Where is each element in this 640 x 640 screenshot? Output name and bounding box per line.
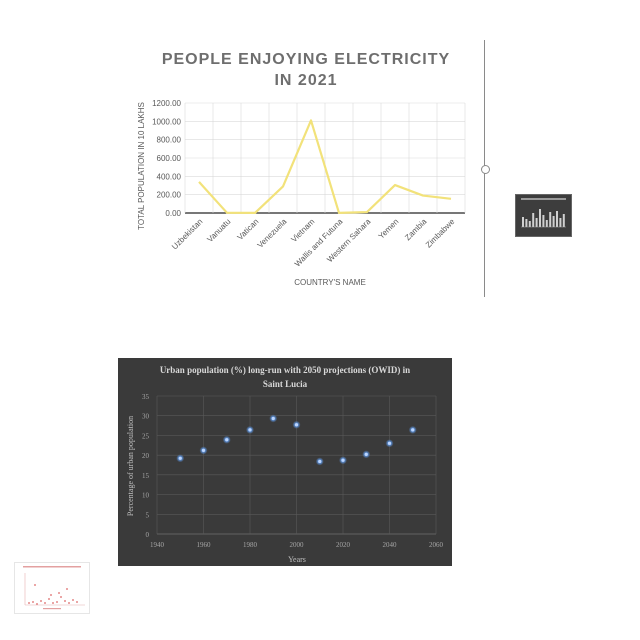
data-line — [198, 119, 452, 215]
y-tick-label: 15 — [142, 472, 150, 480]
y-tick-label: 20 — [142, 452, 150, 460]
y-axis-label: TOTAL POPULATION IN 10 LAKHS — [137, 102, 146, 230]
thumbnail-bar — [552, 216, 555, 227]
y-tick-labels: 0 5 10 15 20 25 30 35 — [142, 393, 150, 539]
y-tick-label: 400.00 — [157, 172, 182, 181]
x-tick-label: 2060 — [429, 541, 444, 549]
y-tick-labels: 0.00 200.00 400.00 600.00 800.00 1000.00 1200.… — [152, 99, 181, 218]
x-tick-label: 2040 — [383, 541, 398, 549]
thumbnail-dot — [48, 598, 50, 600]
thumbnail-dot — [36, 603, 38, 605]
thumbnail-bar — [528, 221, 531, 227]
thumbnail-bar — [539, 209, 541, 227]
thumbnail-dot — [28, 602, 30, 604]
thumbnail-bar — [545, 220, 548, 227]
urban-population-chart-svg: Urban population (%) long-run with 2050 … — [126, 365, 444, 564]
y-tick-label: 0 — [146, 531, 150, 539]
y-tick-label: 35 — [142, 393, 150, 401]
y-tick-label: 10 — [142, 492, 150, 500]
thumbnail-dot — [52, 602, 54, 604]
x-tick-labels: 1940 1960 1980 2000 2020 2040 2060 — [150, 541, 444, 549]
thumbnail-dot — [72, 599, 74, 601]
x-tick-label: 1980 — [243, 541, 258, 549]
chart-title: Urban population (%) long-run with 2050 … — [160, 365, 410, 375]
grid — [184, 102, 466, 214]
thumbnail-bars — [521, 198, 566, 228]
thumbnail-dot — [68, 602, 70, 604]
urban-population-chart[interactable]: Urban population (%) long-run with 2050 … — [118, 358, 452, 566]
thumbnail-dot — [44, 602, 46, 604]
thumbnail-bar — [525, 219, 528, 227]
y-axis-label: Percentage of urban population — [126, 416, 135, 516]
thumbnail-dot — [56, 601, 58, 603]
grid — [156, 395, 437, 535]
data-point — [339, 456, 347, 465]
data-point — [176, 454, 185, 463]
chart-selection-frame — [125, 40, 485, 297]
thumbnail-bar — [535, 218, 538, 227]
series-line — [198, 119, 452, 215]
electricity-chart-svg: PEOPLE ENJOYING ELECTRICITY IN 2021 TOTA… — [137, 51, 466, 287]
series-points — [176, 414, 417, 466]
y-tick-label: 25 — [142, 432, 150, 440]
chart-title: PEOPLE ENJOYING ELECTRICITY — [162, 51, 450, 68]
data-point — [199, 446, 208, 455]
thumbnail-scatter — [23, 566, 85, 610]
y-tick-label: 200.00 — [157, 191, 182, 200]
thumbnail-bar — [542, 215, 545, 227]
thumbnail-dot — [50, 594, 52, 596]
thumbnail-bar — [532, 213, 535, 227]
thumbnail-bar — [559, 218, 562, 227]
y-tick-label: 0.00 — [165, 209, 181, 218]
x-tick-label: 1960 — [197, 541, 212, 549]
x-tick-label: 1940 — [150, 541, 165, 549]
y-tick-label: 1000.00 — [152, 117, 181, 126]
thumbnail-bar — [522, 217, 524, 227]
chart-title-line-2: Saint Lucia — [263, 379, 308, 389]
dark-bar-chart-thumbnail[interactable] — [515, 194, 572, 237]
thumbnail-dot — [40, 600, 42, 602]
data-point — [269, 414, 278, 423]
thumbnail-bar — [556, 211, 558, 227]
data-point — [385, 439, 394, 448]
thumbnail-bar — [562, 214, 565, 227]
y-tick-label: 30 — [142, 413, 150, 421]
data-point — [362, 450, 371, 459]
x-axis-label: Years — [288, 555, 306, 564]
thumbnail-dot — [66, 588, 68, 590]
electricity-chart[interactable]: PEOPLE ENJOYING ELECTRICITY IN 2021 TOTA… — [125, 40, 487, 298]
chart-title-line-2: IN 2021 — [274, 72, 337, 89]
y-tick-label: 1200.00 — [152, 99, 181, 108]
thumbnail-dot — [60, 596, 62, 598]
data-point — [315, 457, 324, 466]
thumbnail-dot — [64, 600, 66, 602]
light-scatter-chart-thumbnail[interactable] — [14, 562, 90, 614]
data-point — [292, 420, 301, 429]
y-tick-label: 800.00 — [157, 136, 182, 145]
thumbnail-dot — [58, 592, 60, 594]
data-point — [222, 435, 231, 444]
thumbnail-dot — [76, 601, 78, 603]
x-tick-label: 2020 — [336, 541, 351, 549]
thumbnail-dot — [32, 601, 34, 603]
y-tick-label: 5 — [146, 511, 150, 519]
y-tick-label: 600.00 — [157, 154, 182, 163]
x-axis-label: COUNTRY'S NAME — [294, 278, 366, 287]
data-point — [246, 425, 254, 434]
thumbnail-bar — [549, 212, 552, 227]
resize-handle[interactable] — [481, 165, 490, 174]
x-tick-label: 2000 — [290, 541, 305, 549]
data-point — [408, 425, 417, 434]
thumbnail-dot — [34, 584, 36, 586]
